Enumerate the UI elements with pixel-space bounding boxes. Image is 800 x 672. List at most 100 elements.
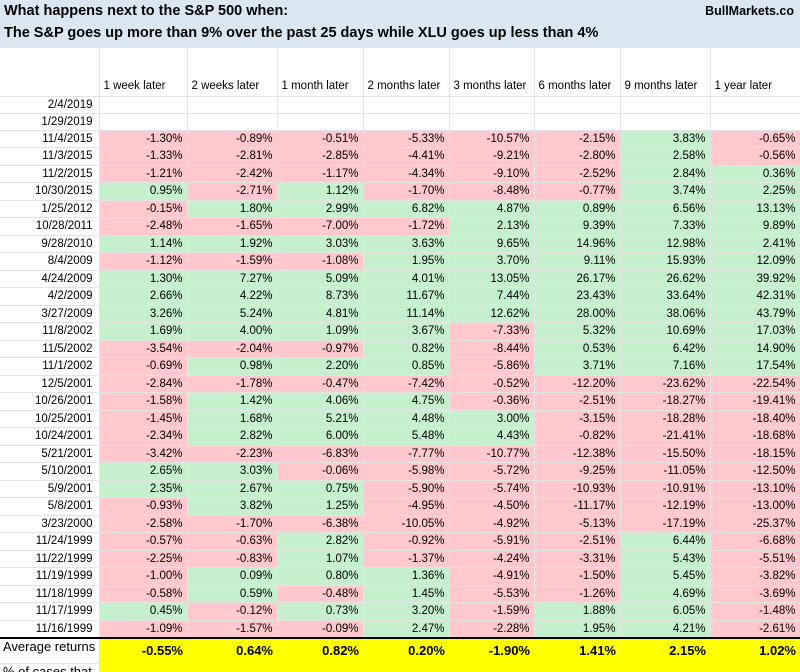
- value-cell: -1.45%: [99, 410, 188, 428]
- value-cell: 7.33%: [620, 217, 711, 236]
- value-cell: -2.80%: [534, 147, 621, 166]
- empty-cell: [710, 96, 800, 114]
- value-cell: -5.51%: [710, 550, 800, 568]
- date-cell: 1/25/2012: [0, 200, 100, 218]
- value-cell: -2.71%: [187, 182, 278, 201]
- title-line-2: The S&P goes up more than 9% over the pa…: [4, 25, 599, 41]
- percent-positive-value: 55%: [363, 663, 449, 672]
- date-cell: 3/23/2000: [0, 515, 100, 533]
- value-cell: 5.09%: [277, 270, 364, 288]
- value-cell: 17.54%: [710, 357, 800, 376]
- table-row: 11/2/2015 -1.21% -2.42% -1.17% -4.34% -9.10% -…: [0, 165, 800, 183]
- date-cell: 11/8/2002: [0, 322, 100, 341]
- value-cell: 9.11%: [534, 252, 621, 271]
- value-cell: -0.93%: [99, 497, 188, 516]
- table-row: 11/1/2002 -0.69% 0.98% 2.20% 0.85% -5.86% 3.71…: [0, 357, 800, 376]
- value-cell: -25.37%: [710, 515, 800, 533]
- value-cell: 4.01%: [363, 270, 450, 288]
- value-cell: 7.27%: [187, 270, 278, 288]
- value-cell: 2.13%: [449, 217, 535, 236]
- value-cell: -0.69%: [99, 357, 188, 376]
- value-cell: -12.19%: [620, 497, 711, 516]
- value-cell: -1.59%: [187, 252, 278, 271]
- value-cell: -2.04%: [187, 340, 278, 358]
- value-cell: 0.89%: [534, 200, 621, 218]
- table-row: 11/22/1999 -2.25% -0.83% 1.07% -1.37% -4.24% -…: [0, 550, 800, 568]
- date-cell: 4/2/2009: [0, 287, 100, 306]
- value-cell: 2.84%: [620, 165, 711, 183]
- value-cell: -9.25%: [534, 462, 621, 481]
- value-cell: 14.90%: [710, 340, 800, 358]
- value-cell: 0.53%: [534, 340, 621, 358]
- column-header: 9 months later: [620, 48, 711, 97]
- value-cell: -1.30%: [99, 130, 188, 148]
- value-cell: 10.69%: [620, 322, 711, 341]
- value-cell: -5.53%: [449, 585, 535, 603]
- value-cell: -9.21%: [449, 147, 535, 166]
- empty-cell: [449, 113, 535, 131]
- column-header: 6 months later: [534, 48, 621, 97]
- average-returns-label: Average returns: [0, 636, 100, 664]
- value-cell: -21.41%: [620, 427, 711, 446]
- value-cell: -1.70%: [187, 515, 278, 533]
- value-cell: 4.48%: [363, 410, 450, 428]
- value-cell: 3.20%: [363, 602, 450, 621]
- value-cell: 1.09%: [277, 322, 364, 341]
- value-cell: -13.10%: [710, 480, 800, 498]
- value-cell: -0.92%: [363, 532, 450, 551]
- column-header: 2 weeks later: [187, 48, 278, 97]
- value-cell: -2.51%: [534, 532, 621, 551]
- value-cell: 1.45%: [363, 585, 450, 603]
- empty-cell: [620, 113, 711, 131]
- value-cell: -0.97%: [277, 340, 364, 358]
- date-cell: 10/24/2001: [0, 427, 100, 446]
- value-cell: 8.73%: [277, 287, 364, 306]
- percent-positive-value: 59%: [277, 663, 363, 672]
- value-cell: -2.85%: [277, 147, 364, 166]
- value-cell: 6.00%: [277, 427, 364, 446]
- value-cell: -0.77%: [534, 182, 621, 201]
- value-cell: 2.58%: [620, 147, 711, 166]
- value-cell: 39.92%: [710, 270, 800, 288]
- value-cell: 1.69%: [99, 322, 188, 341]
- title-line-1: What happens next to the S&P 500 when:: [4, 3, 289, 19]
- value-cell: 1.30%: [99, 270, 188, 288]
- date-cell: 11/18/1999: [0, 585, 100, 603]
- value-cell: 3.71%: [534, 357, 621, 376]
- value-cell: -10.93%: [534, 480, 621, 498]
- value-cell: 1.88%: [534, 602, 621, 621]
- value-cell: -10.05%: [363, 515, 450, 533]
- value-cell: -0.65%: [710, 130, 800, 148]
- table-row: 11/19/1999 -1.00% 0.09% 0.80% 1.36% -4.91% -1.…: [0, 567, 800, 586]
- value-cell: 14.96%: [534, 235, 621, 253]
- value-cell: 0.82%: [363, 340, 450, 358]
- value-cell: 6.82%: [363, 200, 450, 218]
- value-cell: 15.93%: [620, 252, 711, 271]
- value-cell: 4.21%: [620, 620, 711, 638]
- date-cell: 3/27/2009: [0, 305, 100, 323]
- value-cell: -4.24%: [449, 550, 535, 568]
- table-row: 10/26/2001 -1.58% 1.42% 4.06% 4.75% -0.36% -2.…: [0, 392, 800, 411]
- value-cell: -6.38%: [277, 515, 364, 533]
- value-cell: 0.59%: [187, 585, 278, 603]
- value-cell: -17.19%: [620, 515, 711, 533]
- table-row: 11/17/1999 0.45% -0.12% 0.73% 3.20% -1.59% 1.8…: [0, 602, 800, 621]
- date-cell: 11/19/1999: [0, 567, 100, 586]
- average-return-value: -0.55%: [99, 636, 187, 664]
- value-cell: -12.38%: [534, 445, 621, 463]
- value-cell: -8.48%: [449, 182, 535, 201]
- value-cell: -1.65%: [187, 217, 278, 236]
- value-cell: -11.05%: [620, 462, 711, 481]
- date-cell: 5/9/2001: [0, 480, 100, 498]
- value-cell: 43.79%: [710, 305, 800, 323]
- value-cell: 13.13%: [710, 200, 800, 218]
- value-cell: -19.41%: [710, 392, 800, 411]
- value-cell: -1.50%: [534, 567, 621, 586]
- value-cell: 23.43%: [534, 287, 621, 306]
- value-cell: -2.28%: [449, 620, 535, 638]
- table-row: 1/25/2012 -0.15% 1.80% 2.99% 6.82% 4.87% 0.89%…: [0, 200, 800, 218]
- column-header-row: 1 week later 2 weeks later 1 month later 2 …: [0, 48, 800, 97]
- average-return-value: 1.02%: [710, 636, 800, 664]
- value-cell: -12.50%: [710, 462, 800, 481]
- value-cell: -5.90%: [363, 480, 450, 498]
